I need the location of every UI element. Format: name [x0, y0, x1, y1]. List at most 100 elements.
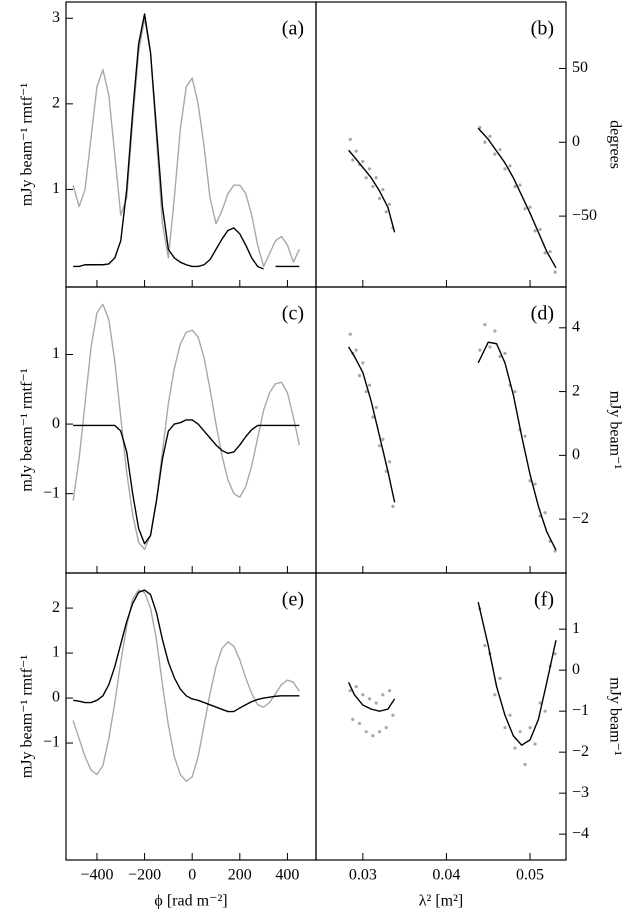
data-point: [503, 167, 507, 171]
y-tick-label: 3: [52, 9, 60, 26]
data-point: [498, 354, 502, 359]
data-point: [483, 140, 487, 144]
rm-spectrum: [72, 17, 300, 268]
data-point: [543, 251, 547, 255]
data-point: [374, 701, 378, 705]
data-point: [348, 332, 352, 336]
panel-label: (b): [531, 18, 554, 40]
data-point: [523, 207, 527, 211]
data-point: [391, 504, 395, 508]
y-tick-label: −4: [572, 825, 589, 842]
y-axis-label: mJy beam⁻¹: [606, 391, 623, 470]
data-point: [493, 693, 497, 697]
panel-label: (a): [282, 18, 304, 40]
data-point: [371, 415, 375, 419]
data-point: [483, 643, 487, 648]
y-tick-label: 0: [572, 446, 580, 463]
x-tick-label: 0.03: [349, 867, 377, 884]
data-point: [548, 249, 552, 254]
data-point: [493, 329, 497, 333]
data-point: [361, 361, 365, 365]
data-point: [498, 148, 502, 152]
y-tick-label: −2: [572, 743, 589, 760]
data-point: [348, 137, 352, 141]
fit-line: [348, 127, 557, 269]
data-point: [498, 676, 502, 680]
data-point: [367, 167, 372, 171]
data-point: [364, 389, 368, 394]
x-tick-label: 200: [228, 867, 252, 884]
panel-frame: [315, 286, 567, 574]
data-point: [518, 183, 522, 187]
data-point: [371, 184, 375, 189]
data-point: [384, 725, 388, 730]
y-axis-label: mJy beam⁻¹: [606, 677, 623, 756]
data-point: [553, 270, 557, 274]
data-point: [523, 434, 527, 438]
y-tick-label: 0: [52, 415, 60, 432]
data-point: [493, 152, 497, 156]
panel-frame: [65, 1, 317, 288]
data-point: [348, 689, 352, 693]
data-point: [513, 746, 517, 750]
y-tick-label: 1: [52, 644, 60, 661]
data-point: [387, 689, 392, 693]
x-axis-label: λ² [m²]: [419, 893, 463, 910]
data-point: [391, 713, 395, 717]
y-tick-label: 4: [572, 318, 580, 335]
data-point: [528, 725, 532, 730]
data-point: [361, 693, 365, 697]
data-point: [553, 549, 557, 553]
data-point: [387, 202, 392, 206]
y-tick-label: 0: [572, 133, 580, 150]
y-tick-label: 50: [572, 59, 588, 76]
data-point: [528, 205, 532, 209]
data-point: [483, 323, 487, 327]
data-point: [354, 348, 358, 352]
y-tick-label: 2: [52, 95, 60, 112]
y-tick-label: 1: [572, 620, 580, 637]
data-point: [533, 229, 537, 233]
panel-label: (f): [534, 589, 554, 611]
y-tick-label: 2: [572, 382, 580, 399]
data-point: [381, 693, 385, 697]
fit-line: [347, 601, 557, 746]
data-point: [351, 717, 355, 721]
data-point: [488, 345, 492, 349]
y-tick-label: −1: [572, 702, 589, 719]
data-point: [357, 374, 362, 378]
y-tick-label: 1: [52, 345, 60, 362]
y-axis-label: mJy beam⁻¹ rmtf⁻¹: [19, 655, 36, 779]
y-tick-label: 0: [572, 661, 580, 678]
y-tick-label: 1: [52, 180, 60, 197]
y-axis-label: mJy beam⁻¹ rmtf⁻¹: [19, 368, 36, 492]
data-point: [361, 159, 365, 164]
rm-spectrum: [73, 419, 300, 545]
rm-spectrum: [72, 589, 300, 782]
data-point: [508, 164, 512, 168]
data-point: [503, 351, 507, 355]
panel-label: (e): [282, 589, 304, 611]
data-point: [533, 742, 537, 746]
data-point: [518, 730, 522, 734]
panel-label: (d): [531, 303, 554, 325]
rm-spectrum: [72, 303, 301, 551]
data-point: [503, 725, 507, 730]
data-point: [553, 652, 557, 656]
panel-label: (c): [282, 303, 304, 325]
panel-frame: [315, 572, 567, 861]
x-tick-label: 0.04: [432, 867, 460, 884]
x-tick-label: −200: [128, 867, 161, 884]
y-tick-label: −50: [572, 207, 597, 224]
fit-line: [348, 341, 557, 551]
data-point: [357, 721, 362, 726]
data-point: [384, 210, 388, 214]
y-axis-label: degrees: [606, 120, 623, 169]
y-tick-label: −1: [43, 484, 60, 501]
x-axis-label: ϕ [rad m⁻²]: [154, 893, 227, 910]
data-point: [488, 134, 492, 138]
data-point: [538, 227, 542, 232]
y-tick-label: −2: [572, 510, 589, 527]
data-point: [381, 187, 385, 192]
